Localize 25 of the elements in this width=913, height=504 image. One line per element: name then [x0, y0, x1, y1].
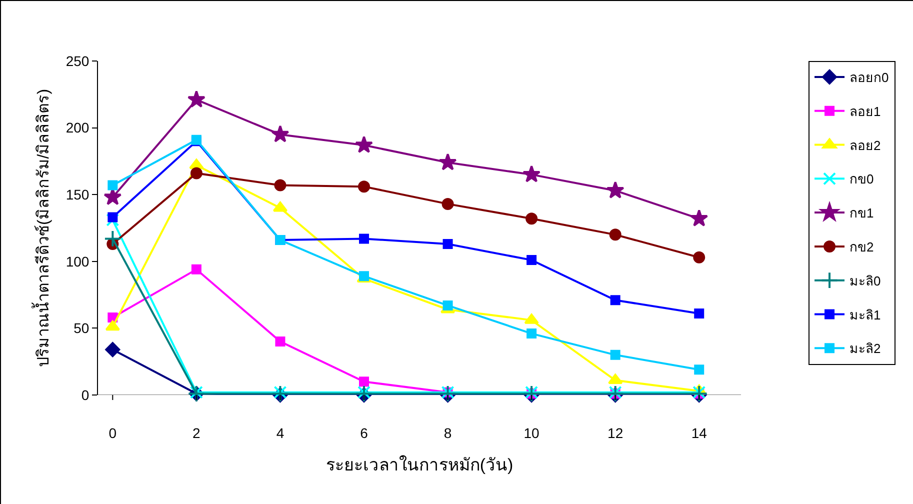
- x-tick-label: 10: [524, 425, 540, 441]
- x-tick-label: 0: [108, 425, 117, 441]
- x-tick-label: 6: [360, 425, 368, 441]
- legend-label: กข0: [850, 172, 874, 187]
- x-tick-label: 12: [608, 425, 624, 441]
- y-tick-label: 100: [66, 253, 90, 270]
- legend-label: มะลิ0: [850, 273, 881, 288]
- legend-label: ลอยก0: [850, 70, 889, 86]
- legend-label: กข1: [850, 206, 874, 221]
- y-tick-label: 200: [66, 120, 90, 136]
- y-axis-title: ปริมาณน้ำตาลรีดิวซ์(มิลลิกรัม/มิลลิลิตร): [32, 88, 53, 368]
- x-tick-label: 8: [444, 425, 452, 441]
- legend-label: ลอย2: [850, 138, 881, 153]
- x-tick-label: 4: [276, 425, 284, 441]
- x-tick-label: 2: [192, 425, 201, 441]
- legend-label: มะลิ2: [850, 341, 881, 356]
- legend-label: กข2: [850, 240, 874, 255]
- x-tick-label: 14: [691, 425, 708, 441]
- y-tick-label: 250: [66, 52, 90, 69]
- y-tick-label: 0: [81, 386, 90, 403]
- legend-label: ลอย1: [850, 104, 881, 119]
- legend-label: มะลิ1: [850, 307, 881, 322]
- y-tick-label: 50: [74, 320, 90, 336]
- y-tick-label: 150: [66, 186, 90, 202]
- x-axis-title: ระยะเวลาในการหมัก(วัน): [326, 454, 514, 474]
